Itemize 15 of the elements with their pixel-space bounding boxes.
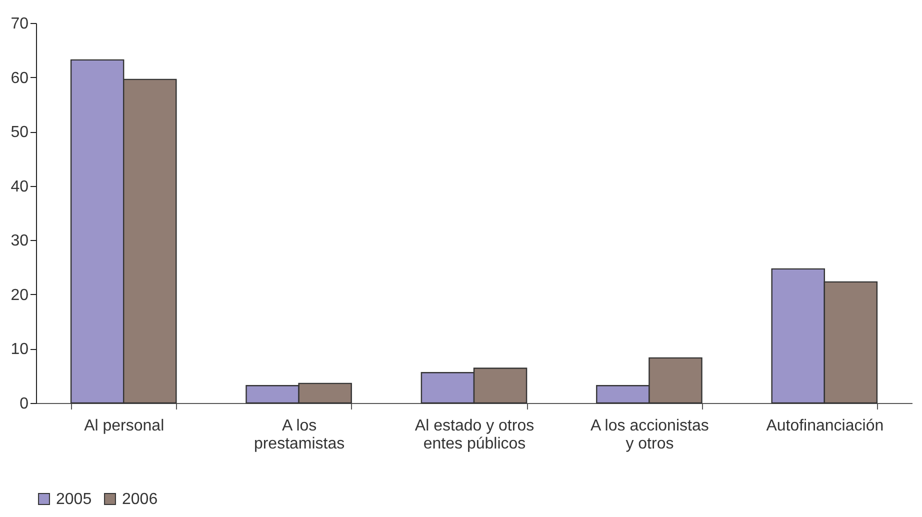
x-tick-label: Autofinanciación: [766, 418, 884, 434]
y-tick-label: 70: [10, 16, 29, 32]
y-tick-label: 10: [10, 341, 29, 358]
x-tick-label: A los prestamistas: [254, 418, 345, 452]
legend-label: 2006: [122, 491, 158, 508]
y-tick-label: 0: [20, 396, 29, 412]
y-tick-label: 60: [10, 70, 29, 87]
legend-label: 2005: [56, 491, 92, 508]
y-tick-label: 40: [10, 178, 29, 196]
y-tick-label: 20: [10, 286, 29, 304]
x-tick-label: Al personal: [84, 418, 164, 434]
y-tick-label: 30: [10, 232, 29, 250]
x-tick-label: A los accionistas y otros: [590, 418, 709, 452]
y-tick-label: 50: [10, 124, 29, 142]
x-tick-label: Al estado y otros entes públicos: [414, 418, 534, 452]
